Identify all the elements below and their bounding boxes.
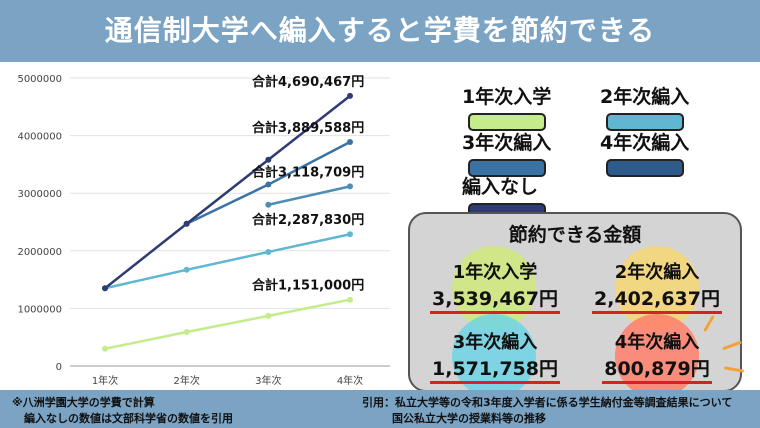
saving-label: 2年次編入 — [614, 262, 700, 283]
legend-swatch — [606, 113, 684, 131]
y-tick-label: 0 — [56, 362, 62, 373]
legend-item-year1: 1年次入学 — [462, 82, 551, 131]
saving-value: 2,402,637円 — [592, 284, 722, 314]
saving-label: 4年次編入 — [614, 332, 700, 353]
footer-citation: 国公私立大学の授業料等の推移 — [392, 412, 546, 425]
legend-swatch — [468, 113, 546, 131]
data-point — [347, 92, 353, 99]
data-point — [183, 220, 190, 227]
saving-item-year1: 1年次入学 3,539,467円 — [420, 258, 570, 314]
footer-note: 編入なしの数値は文部科学省の数値を引用 — [24, 412, 233, 425]
legend-label: 2年次編入 — [600, 86, 690, 108]
legend-swatch — [606, 159, 684, 177]
total-label: 合計2,287,830円 — [252, 212, 364, 228]
total-label: 合計3,118,709円 — [252, 164, 364, 180]
series-line — [268, 185, 351, 206]
legend-label: 4年次編入 — [600, 132, 690, 154]
line-chart: 0 1000000 2000000 3000000 4000000 5000000 1年次 2… — [17, 74, 390, 387]
data-point — [265, 248, 272, 255]
data-point — [102, 345, 108, 352]
y-tick-label: 1000000 — [17, 304, 62, 315]
saving-label: 3年次編入 — [452, 332, 538, 353]
legend-item-year2: 2年次編入 — [600, 82, 689, 131]
legend-label: 編入なし — [462, 176, 539, 198]
legend-label: 1年次入学 — [462, 86, 552, 108]
total-label: 合計1,151,000円 — [252, 278, 364, 294]
legend-item-year3: 3年次編入 — [462, 128, 551, 177]
data-point — [265, 181, 272, 188]
data-point — [102, 285, 108, 292]
saving-item-year3: 3年次編入 1,571,758円 — [420, 328, 570, 384]
footer-citation: 引用：私立大学等の令和3年度入学者に係る学生納付金等調査結果について — [362, 396, 733, 409]
legend-item-year4: 4年次編入 — [600, 128, 689, 177]
legend-swatch — [468, 159, 546, 177]
series-line — [104, 232, 351, 290]
x-tick-label: 2年次 — [173, 374, 199, 387]
data-point — [265, 201, 272, 208]
data-point — [347, 183, 353, 190]
savings-panel: 節約できる金額 1年次入学 3,539,467円 2年次編入 2,402,637… — [408, 212, 742, 392]
data-point — [347, 296, 353, 303]
page-title: 通信制大学へ編入すると学費を節約できる — [104, 14, 656, 47]
saving-value: 1,571,758円 — [430, 354, 560, 384]
data-point — [347, 138, 353, 145]
series-line — [104, 94, 351, 290]
data-point — [265, 156, 272, 163]
saving-value: 800,879円 — [602, 354, 712, 384]
x-tick-label: 3年次 — [255, 374, 281, 387]
saving-label: 1年次入学 — [452, 262, 538, 283]
saving-value: 3,539,467円 — [430, 284, 560, 314]
footer-bar: ※八洲学園大学の学費で計算 編入なしの数値は文部科学省の数値を引用 引用：私立大… — [0, 390, 760, 428]
chart-legend: 1年次入学 2年次編入 3年次編入 4年次編入 編入なし — [410, 76, 740, 221]
saving-item-year2: 2年次編入 2,402,637円 — [582, 258, 732, 314]
circle-decoration — [615, 314, 699, 390]
data-point — [347, 231, 353, 238]
series-line — [104, 298, 351, 350]
saving-item-year4: 4年次編入 800,879円 — [582, 328, 732, 384]
total-label: 合計4,690,467円 — [252, 74, 364, 90]
header-bar: 通信制大学へ編入すると学費を節約できる — [0, 0, 760, 62]
x-tick-label: 4年次 — [337, 374, 363, 387]
circle-decoration — [452, 314, 536, 390]
footer-note: ※八洲学園大学の学費で計算 — [12, 396, 155, 409]
y-tick-label: 4000000 — [17, 132, 62, 143]
data-point — [183, 266, 190, 273]
y-tick-label: 2000000 — [17, 247, 62, 258]
savings-title: 節約できる金額 — [508, 224, 642, 246]
x-tick-label: 1年次 — [92, 374, 118, 387]
data-point — [183, 329, 190, 336]
y-tick-label: 3000000 — [17, 189, 62, 200]
total-label: 合計3,889,588円 — [252, 120, 364, 136]
y-tick-label: 5000000 — [17, 74, 62, 85]
legend-label: 3年次編入 — [462, 132, 552, 154]
data-point — [265, 312, 272, 319]
